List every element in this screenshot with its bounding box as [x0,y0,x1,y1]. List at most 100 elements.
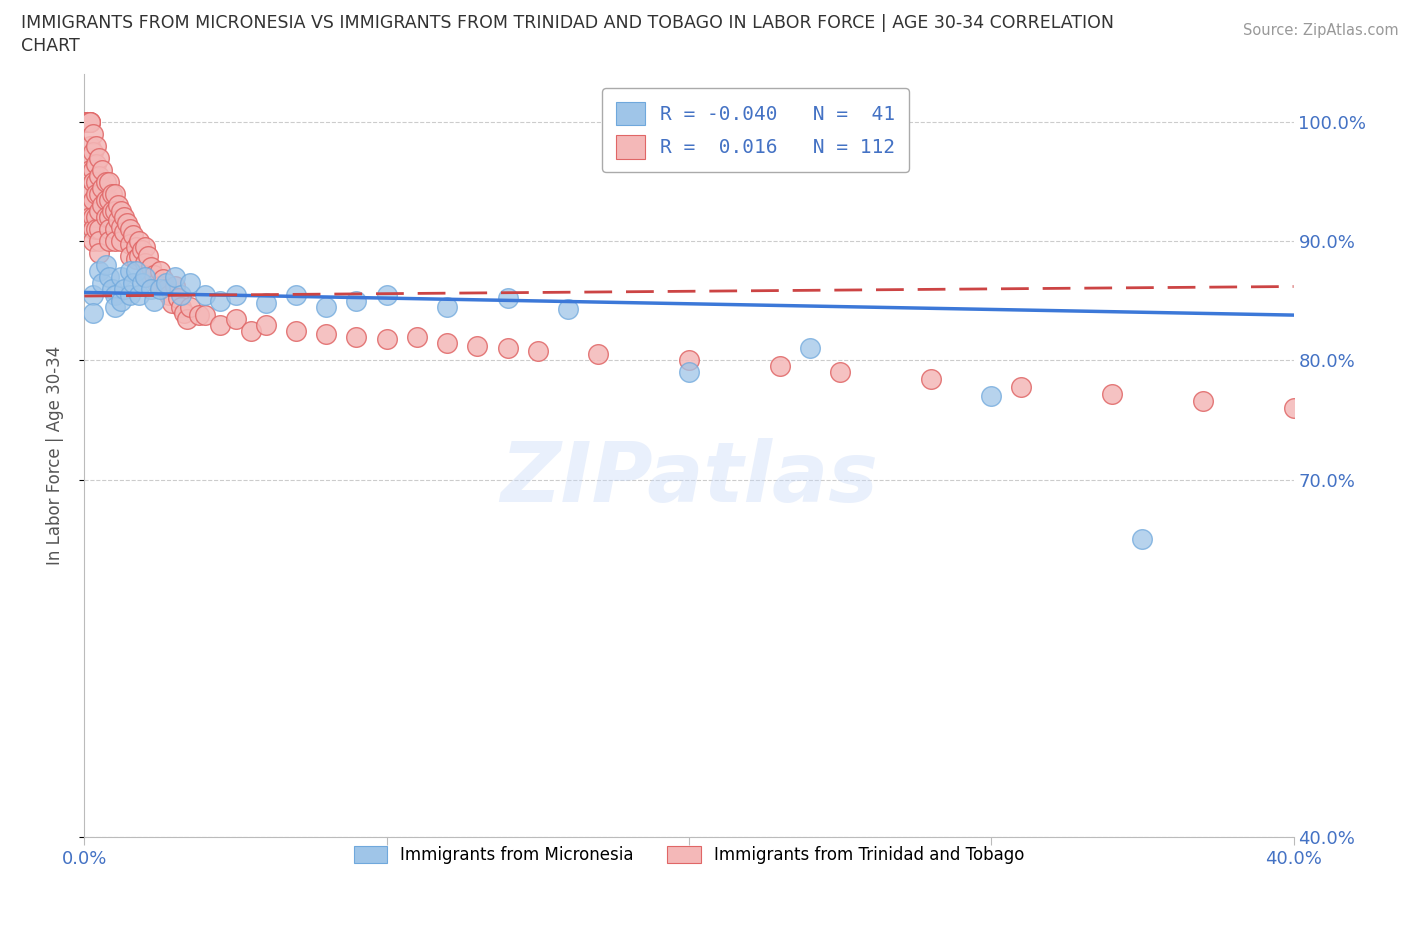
Point [91,163,114,178]
Point [121,275,143,290]
Point [134,255,156,270]
Legend: Immigrants from Micronesia, Immigrants from Trinidad and Tobago: Immigrants from Micronesia, Immigrants f… [347,839,1031,870]
Point [86,139,108,153]
Point [209,317,232,332]
Y-axis label: In Labor Force | Age 30-34: In Labor Force | Age 30-34 [45,346,63,565]
Point [128,287,150,302]
Point [131,275,153,290]
Point [104,299,127,314]
Point [139,282,162,297]
Point [94,210,117,225]
Point [110,219,132,234]
Point [107,212,129,227]
Point [82,126,104,141]
Point [112,210,135,225]
Point [406,329,429,344]
Point [76,114,98,129]
Point [100,282,122,297]
Point [167,291,190,306]
Point [94,193,117,207]
Point [155,282,177,297]
Point [82,193,104,207]
Point [97,233,120,248]
Point [110,293,132,308]
Point [89,186,111,201]
Point [149,263,172,278]
Point [82,210,104,225]
Point [118,263,141,278]
Point [315,326,337,341]
Point [82,233,104,248]
Point [118,287,141,302]
Point [104,186,127,201]
Point [97,210,120,225]
Point [76,114,98,129]
Point [86,156,108,171]
Point [97,174,120,189]
Point [89,263,111,278]
Point [239,323,262,338]
Point [375,331,398,346]
Point [179,299,201,314]
Text: ZIPatlas: ZIPatlas [501,438,877,519]
Point [225,287,247,302]
Point [91,180,114,195]
Point [82,305,104,320]
Point [139,260,162,275]
Point [79,114,101,129]
Point [89,233,111,248]
Point [254,317,277,332]
Point [678,352,700,367]
Point [118,248,141,263]
Point [91,275,114,290]
Point [134,270,156,285]
Point [131,242,153,257]
Point [1130,532,1153,547]
Text: IMMIGRANTS FROM MICRONESIA VS IMMIGRANTS FROM TRINIDAD AND TOBAGO IN LABOR FORCE: IMMIGRANTS FROM MICRONESIA VS IMMIGRANTS… [21,14,1114,32]
Point [89,168,111,183]
Point [496,341,519,356]
Point [1011,379,1033,394]
Point [100,186,122,201]
Point [134,240,156,255]
Point [134,270,156,285]
Point [82,287,104,302]
Point [436,335,458,350]
Point [110,270,132,285]
Point [79,186,101,201]
Point [89,222,111,237]
Point [79,139,101,153]
Point [104,222,127,237]
Point [112,224,135,239]
Point [76,114,98,129]
Point [155,275,177,290]
Point [86,222,108,237]
Point [79,198,101,213]
Point [588,347,610,362]
Point [79,151,101,166]
Point [1101,386,1123,401]
Point [179,275,201,290]
Point [678,365,700,379]
Point [79,210,101,225]
Point [467,339,489,353]
Point [142,293,165,308]
Point [118,236,141,251]
Point [104,204,127,219]
Point [125,263,148,278]
Point [82,174,104,189]
Point [86,210,108,225]
Point [188,308,211,323]
Point [100,204,122,219]
Point [112,282,135,297]
Point [170,287,193,302]
Point [97,222,120,237]
Point [165,270,187,285]
Point [149,279,172,294]
Point [128,248,150,263]
Point [149,282,172,297]
Point [194,287,217,302]
Point [97,193,120,207]
Point [76,114,98,129]
Point [254,296,277,311]
